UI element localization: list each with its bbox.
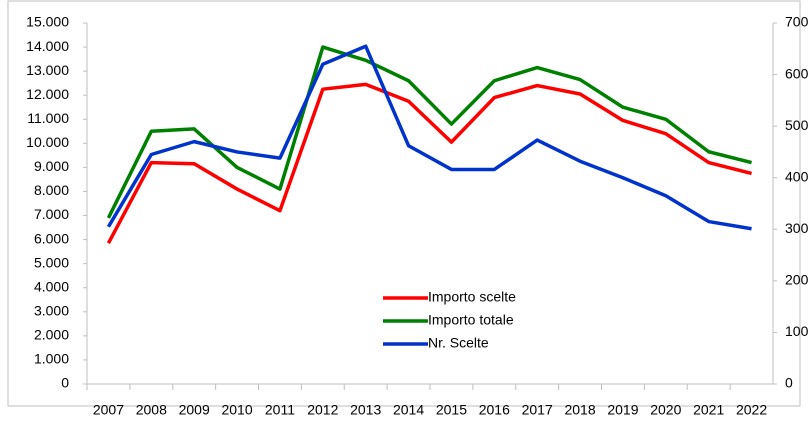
y2-tick-label: 700 [785,14,808,30]
y2-tick-label: 500 [785,117,808,133]
x-tick-label: 2015 [436,402,467,418]
y-tick-label: 6.000 [34,230,69,246]
legend-label: Importo scelte [428,289,516,305]
y-tick-label: 13.000 [26,62,69,78]
series-line [106,44,752,231]
x-tick-label: 2019 [607,402,638,418]
y-tick-label: 1.000 [34,351,69,367]
y2-tick-label: 600 [785,65,808,81]
y-tick-label: 4.000 [34,278,69,294]
series-line [106,82,752,245]
x-tick-label: 2014 [393,402,424,418]
y-tick-label: 11.000 [27,110,69,126]
y-tick-label: 10.000 [26,134,69,150]
y-tick-label: 9.000 [34,158,69,174]
chart-border [7,0,801,407]
x-tick-label: 2009 [179,402,210,418]
y-tick-label: 12.000 [26,86,69,102]
y-tick-label: 3.000 [34,303,69,319]
y-tick-label: 5.000 [34,254,69,270]
y-tick-label: 8.000 [34,182,69,198]
x-tick-label: 2012 [307,402,338,418]
y-tick-label: 14.000 [26,38,69,54]
x-tick-label: 2016 [479,402,510,418]
y2-tick-label: 300 [785,220,808,236]
y-tick-label: 0 [61,375,69,391]
x-tick-label: 2020 [650,402,681,418]
y2-tick-label: 200 [785,272,808,288]
y-tick-label: 7.000 [34,206,69,222]
x-tick-label: 2013 [350,402,381,418]
x-tick-label: 2011 [265,402,295,418]
legend-label: Importo totale [428,312,514,328]
y-tick-label: 15.000 [26,14,69,30]
x-tick-label: 2018 [564,402,595,418]
y2-tick-label: 400 [785,168,808,184]
y2-tick-label: 0 [785,375,793,391]
x-tick-label: 2022 [736,402,767,418]
x-tick-label: 2007 [93,402,124,418]
x-tick-label: 2021 [693,402,724,418]
x-tick-label: 2017 [522,402,553,418]
x-tick-label: 2008 [136,402,167,418]
legend-label: Nr. Scelte [428,335,489,351]
y-tick-label: 2.000 [34,327,69,343]
y2-tick-label: 100 [785,323,808,339]
x-tick-label: 2010 [221,402,252,418]
